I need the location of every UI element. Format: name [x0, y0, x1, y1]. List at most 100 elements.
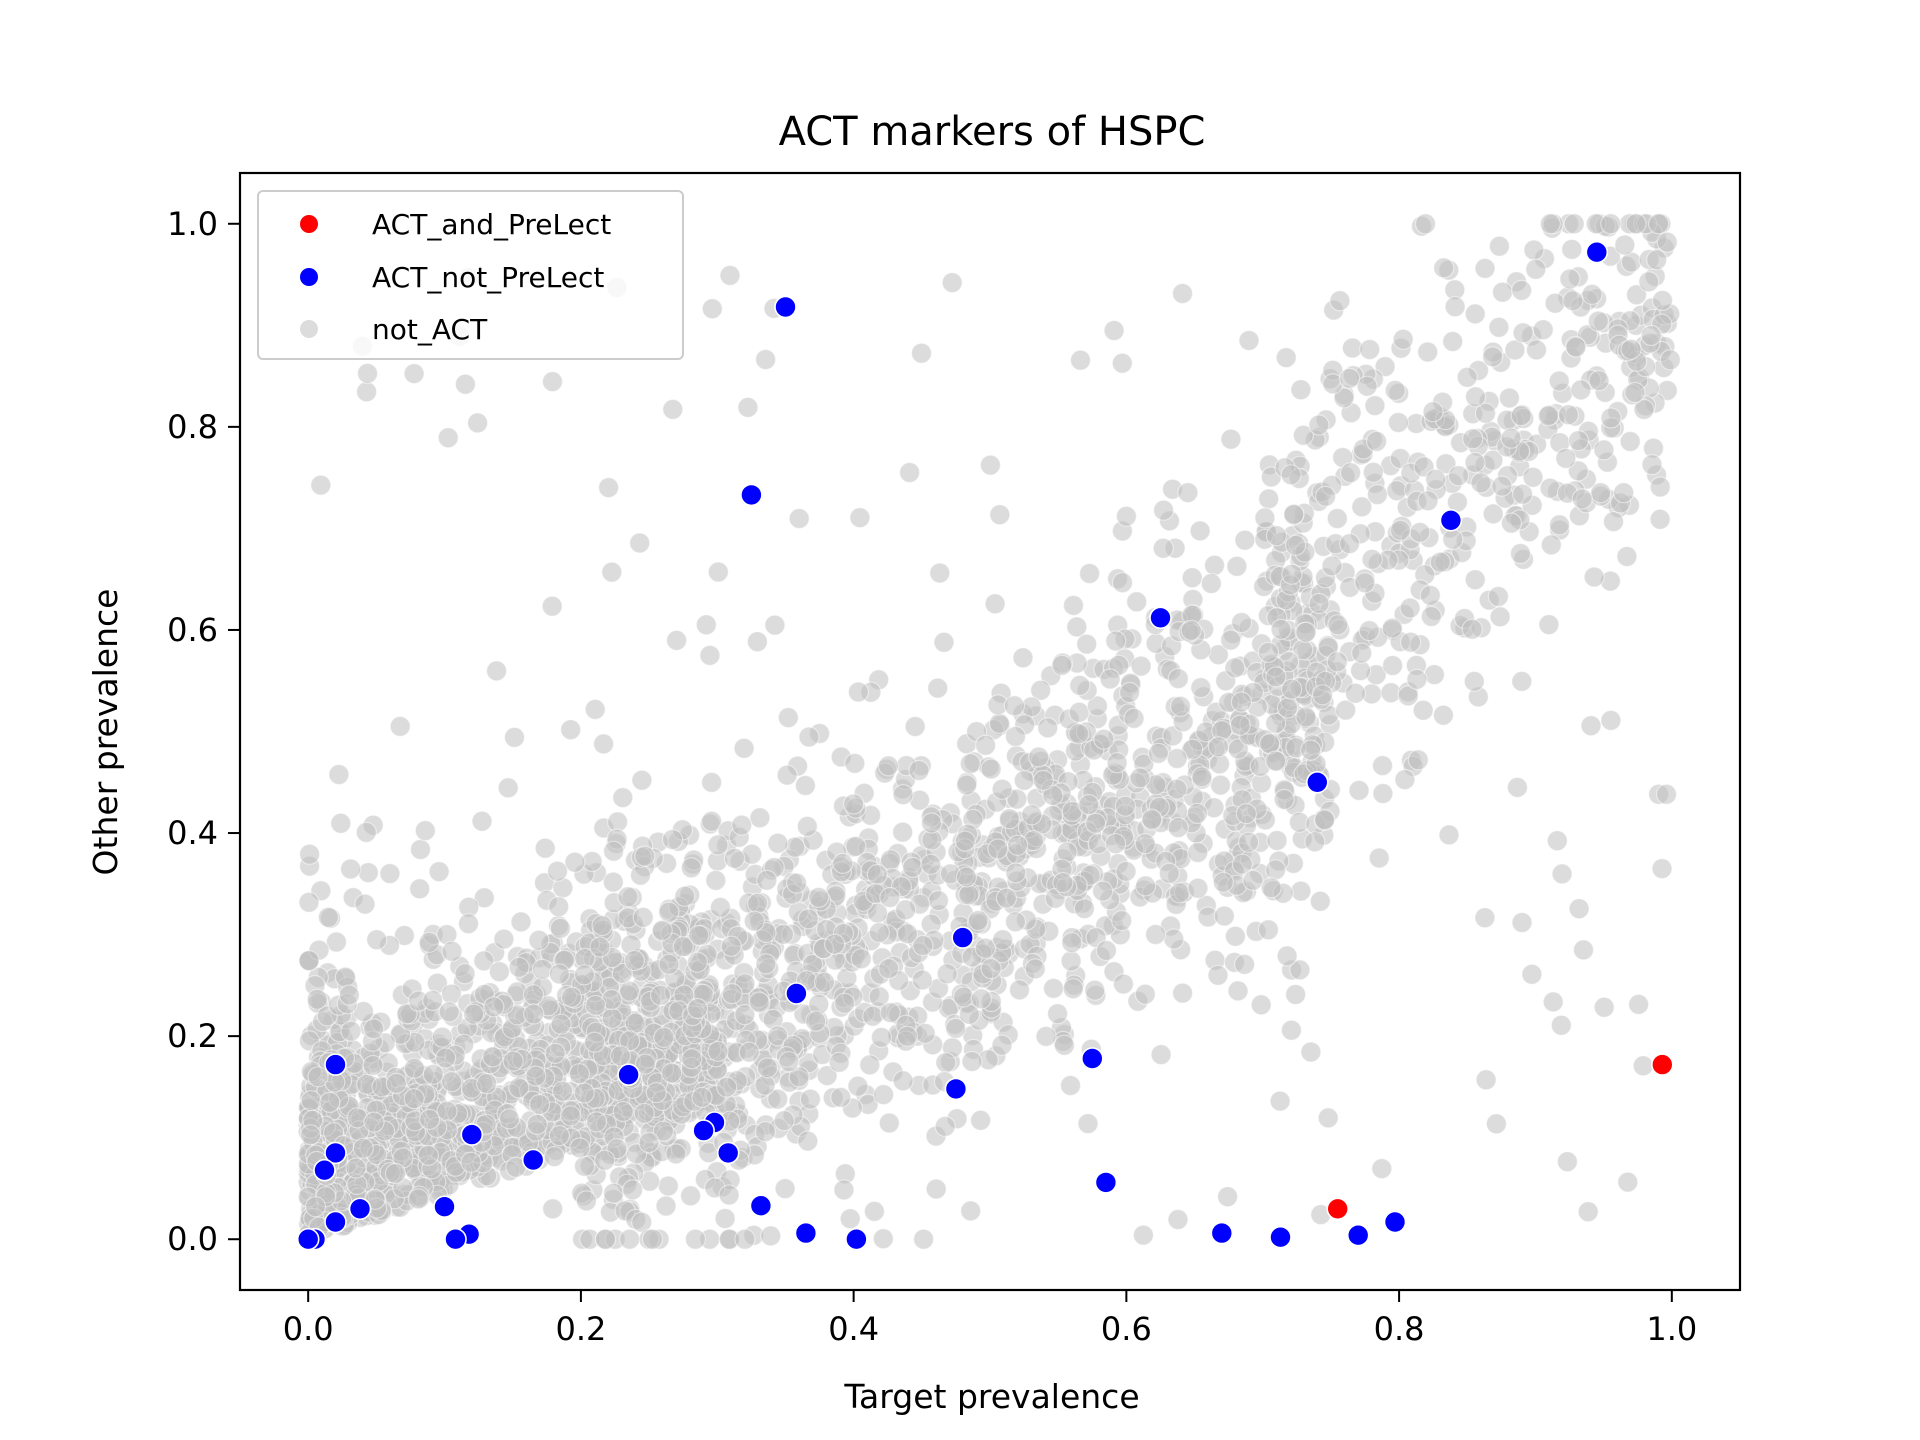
point-not-act [828, 1051, 850, 1074]
point-not-act [995, 887, 1018, 909]
point-not-act [548, 896, 570, 918]
point-not-act [1260, 877, 1282, 899]
point-not-act [991, 778, 1013, 800]
point-not-act [896, 1025, 919, 1047]
point-not-act [1358, 619, 1380, 642]
point-not-act [1234, 529, 1256, 551]
point-not-act [1013, 769, 1035, 792]
point-not-act [325, 931, 347, 953]
point-not-act [560, 986, 583, 1008]
point-not-act [328, 763, 350, 786]
point-not-act [438, 1001, 460, 1023]
point-not-act [1633, 398, 1655, 421]
point-not-act [1300, 739, 1322, 761]
point-not-act [1354, 572, 1376, 594]
point-not-act [1613, 482, 1635, 504]
point-not-act [1641, 454, 1663, 476]
x-tick-label: 0.6 [1101, 1310, 1152, 1348]
point-not-act [476, 1073, 498, 1095]
point-not-act [1438, 824, 1460, 846]
point-not-act [1093, 728, 1115, 750]
point-not-act [894, 899, 917, 921]
point-not-act [1111, 909, 1133, 932]
point-not-act [1012, 647, 1034, 669]
point-not-act [1276, 697, 1299, 719]
point-not-act [1275, 347, 1297, 369]
point-not-act [1620, 338, 1642, 360]
legend-label-act-not-prelect: ACT_not_PreLect [372, 261, 604, 294]
point-not-act [1003, 695, 1026, 717]
point-not-act [879, 886, 901, 909]
point-not-act [1091, 880, 1114, 902]
point-not-act [833, 1179, 855, 1201]
point-not-act [1168, 882, 1191, 904]
point-not-act [1538, 613, 1560, 636]
point-not-act [955, 866, 978, 888]
point-not-act [941, 272, 963, 294]
point-not-act [541, 371, 564, 393]
point-not-act [1166, 778, 1188, 800]
point-not-act [649, 984, 672, 1006]
point-not-act [925, 1178, 947, 1200]
point-not-act [634, 845, 656, 867]
point-not-act [767, 1088, 789, 1110]
point-not-act [1200, 572, 1222, 595]
point-not-act [1544, 292, 1566, 314]
point-not-act [594, 1228, 617, 1250]
point-not-act [754, 348, 777, 371]
point-not-act [418, 931, 440, 953]
point-act-not-prelect [944, 1077, 968, 1101]
point-not-act [1420, 605, 1442, 628]
point-not-act [764, 614, 786, 636]
point-not-act [839, 1208, 861, 1230]
point-not-act [878, 957, 900, 980]
point-not-act [1052, 871, 1074, 894]
point-not-act [525, 1065, 547, 1087]
point-not-act [559, 1105, 582, 1127]
point-not-act [1659, 349, 1681, 371]
point-not-act [1593, 996, 1615, 1018]
point-not-act [1237, 831, 1260, 853]
point-not-act [1187, 841, 1209, 864]
point-not-act [665, 629, 688, 652]
point-not-act [738, 1041, 760, 1063]
point-not-act [1273, 788, 1295, 811]
point-act-and-prelect [1651, 1053, 1674, 1076]
point-not-act [1361, 548, 1383, 571]
point-not-act [1485, 1113, 1508, 1135]
point-not-act [1059, 1074, 1082, 1097]
point-not-act [878, 1112, 900, 1134]
point-not-act [1407, 749, 1429, 771]
point-not-act [842, 793, 865, 815]
point-not-act [1295, 706, 1317, 728]
legend-marker-act-and-prelect [300, 215, 318, 233]
point-not-act [1470, 472, 1492, 494]
point-not-act [1587, 310, 1609, 332]
point-not-act [1333, 387, 1355, 409]
point-not-act [1006, 834, 1029, 856]
point-not-act [1512, 322, 1534, 344]
point-act-not-prelect [444, 1227, 467, 1251]
point-not-act [920, 812, 943, 834]
point-not-act [508, 1077, 530, 1099]
point-not-act [1166, 747, 1188, 770]
point-not-act [1381, 654, 1404, 677]
point-not-act [441, 940, 463, 962]
point-not-act [409, 878, 431, 900]
point-not-act [992, 929, 1014, 951]
point-act-not-prelect [1094, 1171, 1118, 1194]
point-not-act [987, 838, 1009, 860]
point-not-act [362, 1054, 384, 1077]
point-not-act [723, 847, 746, 869]
point-not-act [1563, 213, 1585, 235]
point-not-act [879, 1001, 901, 1024]
point-act-not-prelect [1149, 606, 1172, 630]
point-not-act [409, 838, 432, 861]
point-not-act [688, 924, 710, 947]
point-not-act [796, 815, 818, 838]
point-not-act [356, 362, 379, 384]
point-not-act [1042, 784, 1064, 807]
y-tick-label: 0.4 [167, 814, 218, 852]
point-not-act [1086, 695, 1109, 717]
